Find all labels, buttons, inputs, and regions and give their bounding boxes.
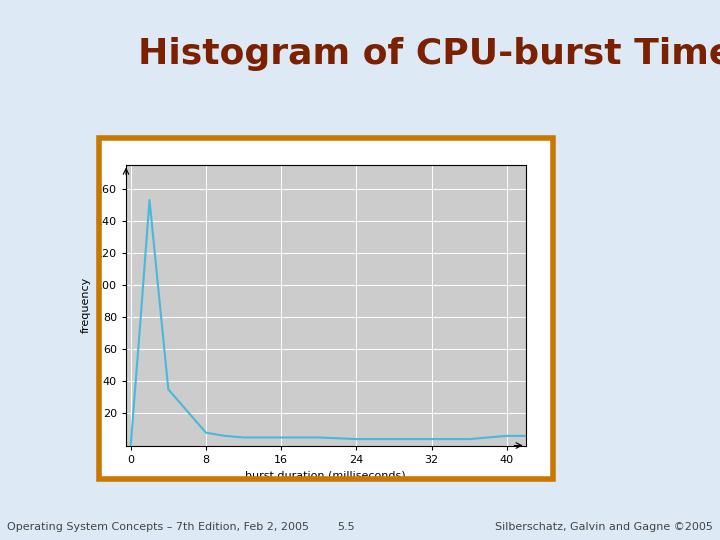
Text: Operating System Concepts – 7th Edition, Feb 2, 2005: Operating System Concepts – 7th Edition,…	[7, 522, 309, 532]
X-axis label: burst duration (milliseconds): burst duration (milliseconds)	[246, 470, 406, 480]
Text: 5.5: 5.5	[337, 522, 354, 532]
Y-axis label: frequency: frequency	[81, 277, 90, 333]
Text: Histogram of CPU-burst Times: Histogram of CPU-burst Times	[138, 37, 720, 71]
Text: Silberschatz, Galvin and Gagne ©2005: Silberschatz, Galvin and Gagne ©2005	[495, 522, 713, 532]
